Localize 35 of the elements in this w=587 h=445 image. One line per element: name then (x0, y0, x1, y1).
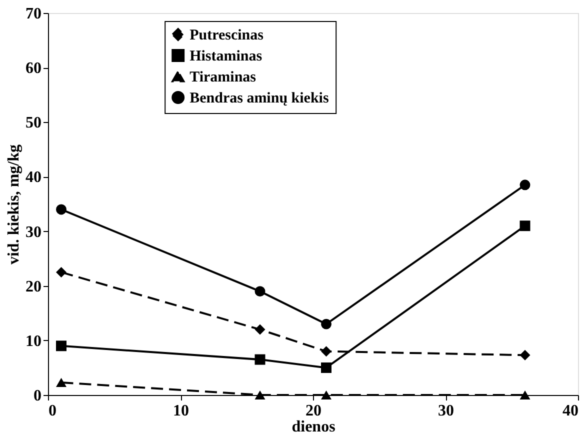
y-tick-label: 0 (34, 388, 42, 404)
x-tick-label: 10 (173, 402, 189, 420)
point (56, 378, 66, 387)
point (56, 266, 66, 278)
x-tick-label: 30 (438, 402, 454, 420)
legend-label: Tiraminas (190, 70, 256, 86)
y-tick-label: 50 (26, 114, 42, 132)
legend-label: Bendras aminų kiekis (190, 90, 329, 106)
point (56, 204, 66, 215)
legend-label: Putrescinas (190, 28, 264, 44)
x-tick-label: 40 (562, 402, 578, 420)
x-tick-label: 20 (306, 402, 322, 420)
y-axis-title: vid. kiekis, mg/kg (6, 144, 22, 265)
point (254, 286, 266, 297)
point (321, 318, 332, 330)
point (254, 324, 266, 335)
point (254, 390, 266, 400)
x-tick-label: 0 (48, 402, 56, 420)
y-tick-label: 60 (26, 60, 42, 78)
point (321, 390, 332, 400)
point (520, 180, 530, 190)
y-tick-label: 30 (26, 224, 42, 241)
point (520, 350, 530, 360)
y-tick-label: 40 (26, 169, 42, 186)
point (254, 354, 266, 365)
point (56, 340, 66, 352)
point (520, 390, 530, 400)
y-tick-label: 70 (26, 6, 42, 22)
point (321, 346, 332, 357)
point (321, 362, 332, 373)
y-tick-label: 20 (26, 278, 42, 296)
y-tick-label: 10 (26, 332, 42, 350)
point (520, 220, 530, 232)
legend-label: Histaminas (190, 48, 262, 64)
x-axis-title: dienos (292, 418, 336, 436)
